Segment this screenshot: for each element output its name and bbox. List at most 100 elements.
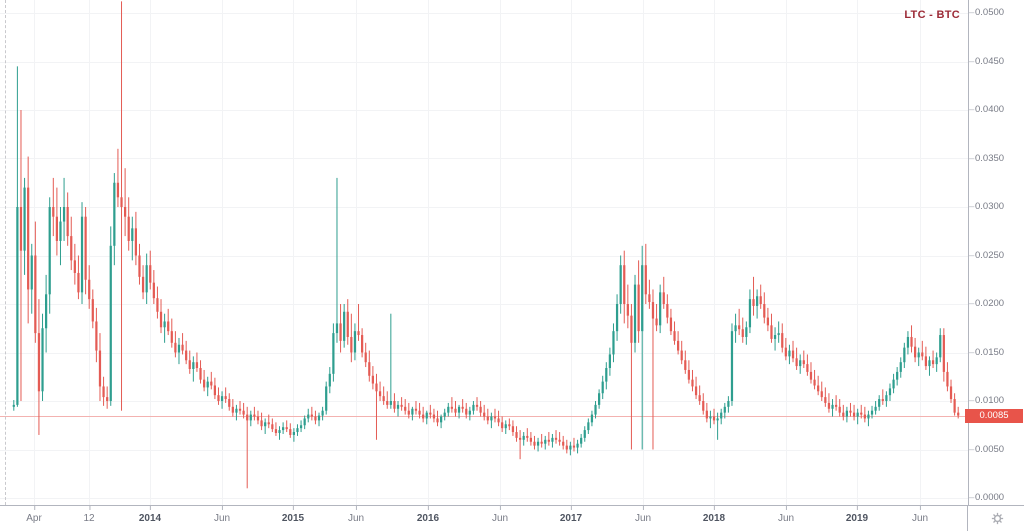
candle-body	[188, 360, 191, 369]
candle-body	[120, 197, 123, 207]
candle-body	[41, 328, 44, 392]
candle-wick	[717, 412, 719, 440]
candle-body	[267, 422, 270, 425]
candle-body	[16, 207, 19, 405]
candle-wick	[753, 276, 755, 316]
candle-body	[479, 406, 482, 413]
candle-body	[773, 335, 777, 339]
candle-body	[404, 406, 407, 411]
grid-line-vertical	[857, 0, 858, 505]
tick-mark	[786, 506, 787, 510]
candle-body	[375, 383, 378, 392]
candle-wick	[476, 397, 478, 411]
candle-body	[766, 317, 769, 326]
candle-body	[368, 362, 371, 376]
candle-wick	[814, 369, 816, 390]
candle-body	[59, 221, 62, 241]
candle-wick	[239, 401, 241, 415]
candle-body	[852, 412, 856, 417]
candle-body	[328, 373, 331, 387]
candle-body	[687, 369, 690, 380]
candle-body	[440, 416, 443, 423]
candle-body	[870, 410, 874, 415]
grid-line-vertical	[89, 0, 90, 505]
gear-icon[interactable]	[991, 512, 1004, 525]
candle-body	[422, 414, 425, 419]
tick-label: Jun	[777, 513, 795, 524]
candle-body	[580, 437, 583, 444]
candle-body	[274, 429, 278, 434]
grid-line-vertical	[786, 0, 787, 505]
candle-body	[723, 406, 726, 413]
candle-body	[195, 362, 199, 369]
candle-body	[98, 350, 102, 387]
price-axis-tick: –0.0200	[969, 297, 1024, 311]
price-axis-tick: –0.0100	[969, 394, 1024, 408]
candle-body	[30, 255, 33, 290]
candle-body	[264, 422, 267, 427]
tick-mark	[571, 506, 572, 510]
tick-mark	[34, 506, 35, 510]
candle-wick	[462, 399, 464, 413]
candle-body	[831, 404, 834, 409]
candle-body	[583, 430, 586, 438]
candle-body	[220, 396, 224, 401]
candle-body	[623, 265, 626, 304]
candle-body	[454, 408, 457, 413]
time-axis[interactable]: Apr 12 2014 Jun 2015 Jun 2016 Jun 2017 Jun 2018 Jun…	[0, 505, 1024, 531]
candle-wick	[559, 432, 561, 446]
price-axis-tick: –0.0150	[969, 346, 1024, 360]
candle-body	[389, 401, 392, 405]
candle-body	[314, 416, 317, 421]
candle-body	[540, 441, 543, 444]
candle-body	[152, 282, 155, 299]
candle-body	[102, 386, 105, 398]
candle-body	[238, 408, 242, 411]
axis-corner	[967, 506, 1024, 531]
candle-wick	[20, 110, 22, 401]
candle-body	[680, 350, 683, 361]
candle-body	[802, 360, 805, 365]
grid-line-vertical	[920, 0, 921, 505]
candle-body	[486, 416, 489, 421]
candle-body	[781, 333, 784, 348]
candle-body	[124, 207, 127, 217]
candle-body	[113, 182, 116, 246]
candle-body	[673, 331, 676, 341]
candle-wick	[415, 401, 417, 415]
candle-wick	[882, 389, 884, 405]
price-axis-tick: –0.0000	[969, 491, 1024, 505]
candle-body	[576, 443, 579, 448]
candle-body	[949, 386, 953, 400]
tick-mark	[643, 506, 644, 510]
candle-body	[838, 406, 841, 413]
candle-body	[730, 331, 734, 401]
tick-label: 2016	[416, 513, 440, 524]
tick-mark: –	[969, 492, 975, 503]
candle-body	[716, 418, 719, 421]
candle-body	[677, 340, 680, 351]
candle-wick	[835, 395, 837, 411]
chart-legend-symbol: LTC - BTC	[904, 9, 960, 21]
candle-wick	[246, 406, 248, 489]
price-axis[interactable]: 0.0085 –0.0000 –0.0050 –0.0100 –0.0150 –0.02…	[965, 0, 1024, 505]
grid-line-horizontal	[0, 207, 968, 208]
grid-line-horizontal	[0, 353, 968, 354]
candle-body	[791, 350, 795, 359]
candle-wick	[555, 430, 557, 444]
candle-body	[809, 371, 813, 380]
candle-wick	[548, 432, 550, 446]
chart-plot-area[interactable]	[0, 0, 968, 505]
candle-body	[134, 228, 137, 256]
candle-body	[554, 437, 558, 440]
tick-label: 2018	[702, 513, 726, 524]
candle-body	[885, 395, 888, 401]
time-axis-tick: 2015	[282, 506, 304, 531]
candle-wick	[573, 437, 575, 452]
candle-body	[465, 408, 468, 415]
candle-body	[935, 357, 938, 365]
candle-body	[350, 336, 353, 353]
grid-line-vertical	[428, 0, 429, 505]
candle-wick	[494, 408, 496, 423]
